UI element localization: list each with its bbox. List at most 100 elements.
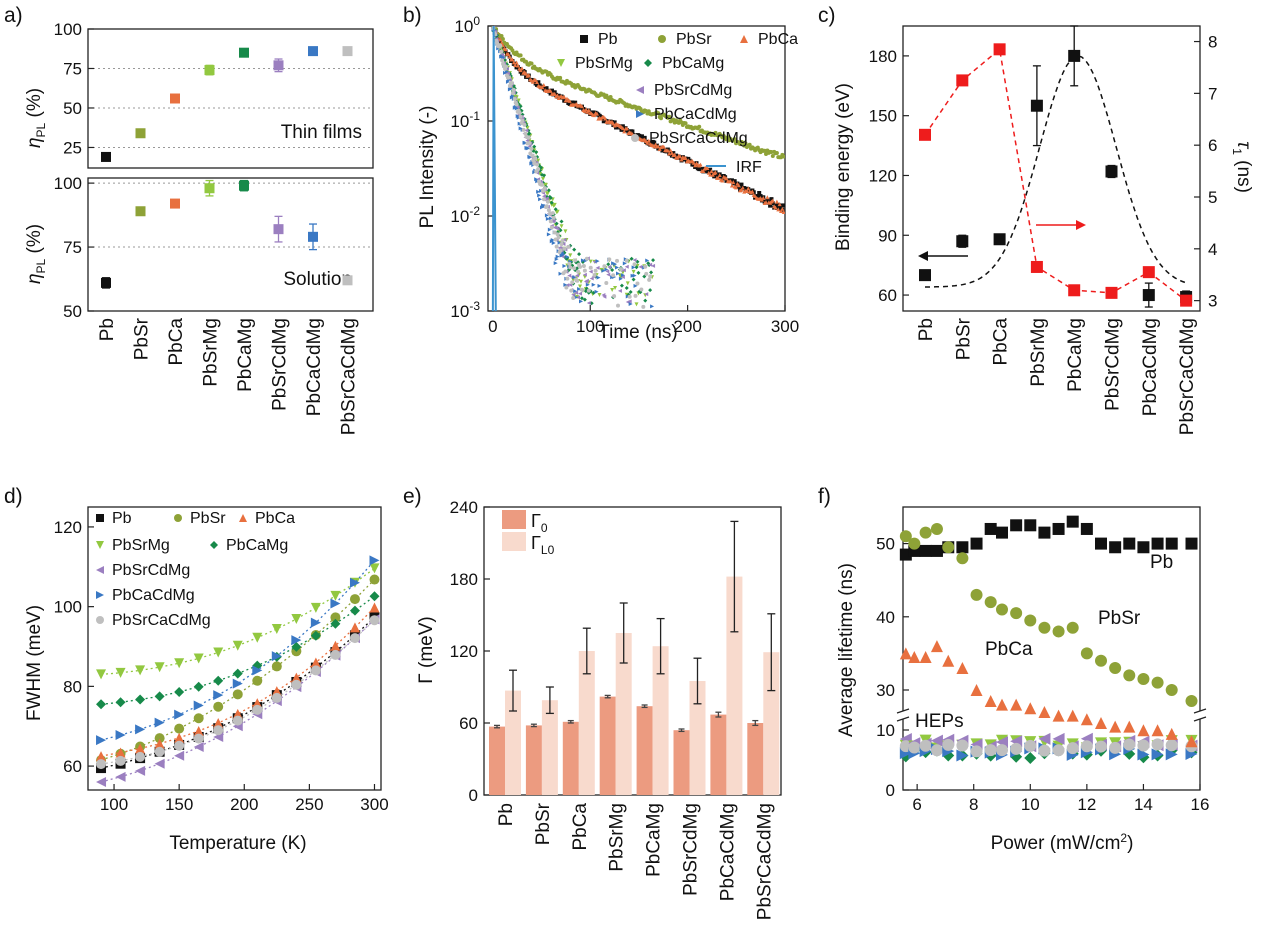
panel-b-point-PbSrCaCdMg	[499, 49, 504, 54]
panel-b-point-PbSrCaCdMg	[548, 219, 553, 224]
panel-b-point-PbCa	[781, 209, 785, 214]
panel-f-x-tick-label: 10	[1021, 795, 1040, 814]
panel-b-point-PbCa	[729, 183, 734, 188]
panel-b-point-PbSrCdMg	[617, 288, 622, 293]
panel-b-point-PbSrCdMg	[605, 269, 610, 274]
panel-a-bottom-ylabel: ηPL (%)	[24, 224, 48, 284]
panel-f-point-PbSr	[1038, 621, 1051, 634]
panel-b-point-PbSrCaCdMg	[568, 265, 573, 270]
panel-b-point-Pb	[630, 129, 635, 134]
panel-b-point-PbCaCdMg	[604, 267, 609, 272]
panel-c-binding-fit	[925, 55, 1187, 288]
panel-b-point-PbCa	[511, 60, 516, 65]
panel-f-heps-point	[908, 741, 921, 754]
panel-d-point-PbSrMg	[96, 669, 107, 680]
panel-f-point-PbCa	[1095, 716, 1107, 729]
panel-f-point-PbSr	[1010, 607, 1023, 620]
panel-b-point-PbSrCdMg	[544, 196, 549, 201]
panel-e-bar-gammaL0	[615, 633, 632, 795]
panel-b-point-PbCaCdMg	[573, 289, 578, 294]
panel-b-point-PbCa	[683, 155, 688, 160]
panel-b-point-PbSrCdMg	[505, 71, 510, 76]
panel-d-point-PbCa	[349, 622, 360, 633]
panel-a-category-label: PbSrCaCdMg	[339, 318, 360, 435]
panel-b-point-Pb	[739, 182, 744, 187]
panel-b-point-PbCa	[507, 54, 512, 59]
panel-a-solution-y-tick-label: 100	[54, 174, 82, 193]
panel-b-point-PbSrCdMg	[606, 272, 611, 277]
panel-b-point-PbSrCaCdMg	[570, 280, 575, 285]
panel-b-point-PbCa	[656, 144, 661, 149]
panel-e-category-label: PbCaCdMg	[717, 803, 738, 901]
panel-f-frame	[902, 506, 1201, 791]
panel-d-point-PbCaMg	[174, 686, 185, 697]
panel-b-point-PbSrCdMg	[551, 218, 556, 223]
panel-f-point-Pb	[919, 544, 932, 557]
panel-b-frame	[487, 25, 786, 312]
panel-b-point-PbSrCaCdMg	[500, 58, 505, 63]
panel-b-point-PbSrMg	[552, 202, 557, 207]
panel-b-legend-label: PbSrCaCdMg	[649, 130, 748, 147]
panel-b-point-PbCaCdMg	[536, 189, 541, 194]
panel-f-heps-point	[930, 734, 943, 747]
panel-b-point-PbCaMg	[527, 131, 532, 136]
panel-d-point-PbCa	[369, 602, 380, 613]
panel-b-point-PbSrCaCdMg	[530, 153, 535, 158]
panel-b-point-Pb	[732, 179, 737, 184]
panel-e-bar-gamma0	[673, 730, 690, 795]
panel-f-point-PbCa	[1109, 720, 1122, 733]
panel-b-point-PbCaMg	[649, 270, 654, 275]
panel-b-point-Pb	[755, 194, 760, 199]
panel-b-point-PbCa	[548, 88, 553, 93]
panel-b-point-PbSrCaCdMg	[553, 237, 558, 242]
panel-d-point-PbCaMg	[232, 668, 243, 679]
panel-b-point-PbSrCaCdMg	[556, 235, 561, 240]
panel-f-point-Pb	[1123, 537, 1136, 550]
panel-b-legend-marker	[740, 35, 748, 43]
panel-f-heps-point	[1038, 732, 1051, 745]
panel-b-ylabel: PL Intensity (-)	[417, 106, 438, 229]
panel-d-y-tick-label: 100	[54, 598, 82, 617]
panel-f-break-gap-left	[898, 711, 908, 719]
panel-b-point-PbSr	[499, 33, 504, 38]
panel-b-point-PbSrCaCdMg	[569, 288, 574, 293]
panel-b-point-PbSrCdMg	[638, 264, 643, 269]
panel-a-category-label: PbSr	[132, 317, 153, 360]
panel-a-top-ylabel: ηPL (%)	[24, 88, 48, 148]
panel-a-solution-point	[204, 183, 215, 194]
panel-b-point-PbSrCaCdMg	[509, 81, 514, 86]
panel-b-point-PbSrCaCdMg	[529, 146, 534, 151]
panel-b-legend-label: Pb	[598, 31, 618, 48]
panel-d-legend-marker	[96, 591, 104, 599]
panel-b-point-PbCa	[734, 185, 739, 190]
panel-a-thin-films-point	[135, 128, 146, 139]
panel-b-point-PbSrCaCdMg	[579, 287, 584, 292]
panel-a-thin-films-point	[239, 47, 249, 58]
panel-b-point-PbSr	[732, 137, 737, 142]
panel-b-point-PbCaMg	[619, 283, 624, 288]
panel-b-point-PbCaCdMg	[544, 213, 549, 218]
panel-f-point-PbSr	[919, 526, 932, 539]
panel-c-y2-tick-label: 6	[1208, 136, 1217, 155]
panel-d-point-PbSrCdMg	[96, 777, 107, 788]
panel-e-y-tick-label: 0	[469, 786, 478, 805]
panel-f-point-PbCa	[956, 662, 969, 675]
panel-f-heps-point	[956, 739, 969, 752]
panel-b-point-PbSrCaCdMg	[615, 303, 620, 308]
panel-b-point-PbSrCaCdMg	[533, 156, 538, 161]
panel-b-point-PbCaCdMg	[580, 258, 585, 263]
panel-b-legend-label: PbSr	[676, 31, 712, 48]
panel-b-legend-marker	[636, 86, 644, 94]
panel-b-point-PbCaMg	[572, 247, 577, 252]
panel-b-point-PbCaMg	[546, 188, 551, 193]
panel-a-thin-films-note: Thin films	[281, 122, 362, 143]
panel-b-point-PbCa	[661, 144, 666, 149]
panel-f-heps-point	[1024, 739, 1037, 752]
panel-b-point-Pb	[769, 197, 774, 202]
panel-b-point-Pb	[498, 39, 503, 44]
panel-d-point-PbCaCdMg	[291, 635, 302, 646]
panel-b-point-PbSrCaCdMg	[611, 273, 616, 278]
panel-b-point-PbSrCaCdMg	[518, 114, 523, 119]
legend-swatch-gammaL0	[502, 532, 526, 551]
panel-b-point-Pb	[757, 191, 762, 196]
